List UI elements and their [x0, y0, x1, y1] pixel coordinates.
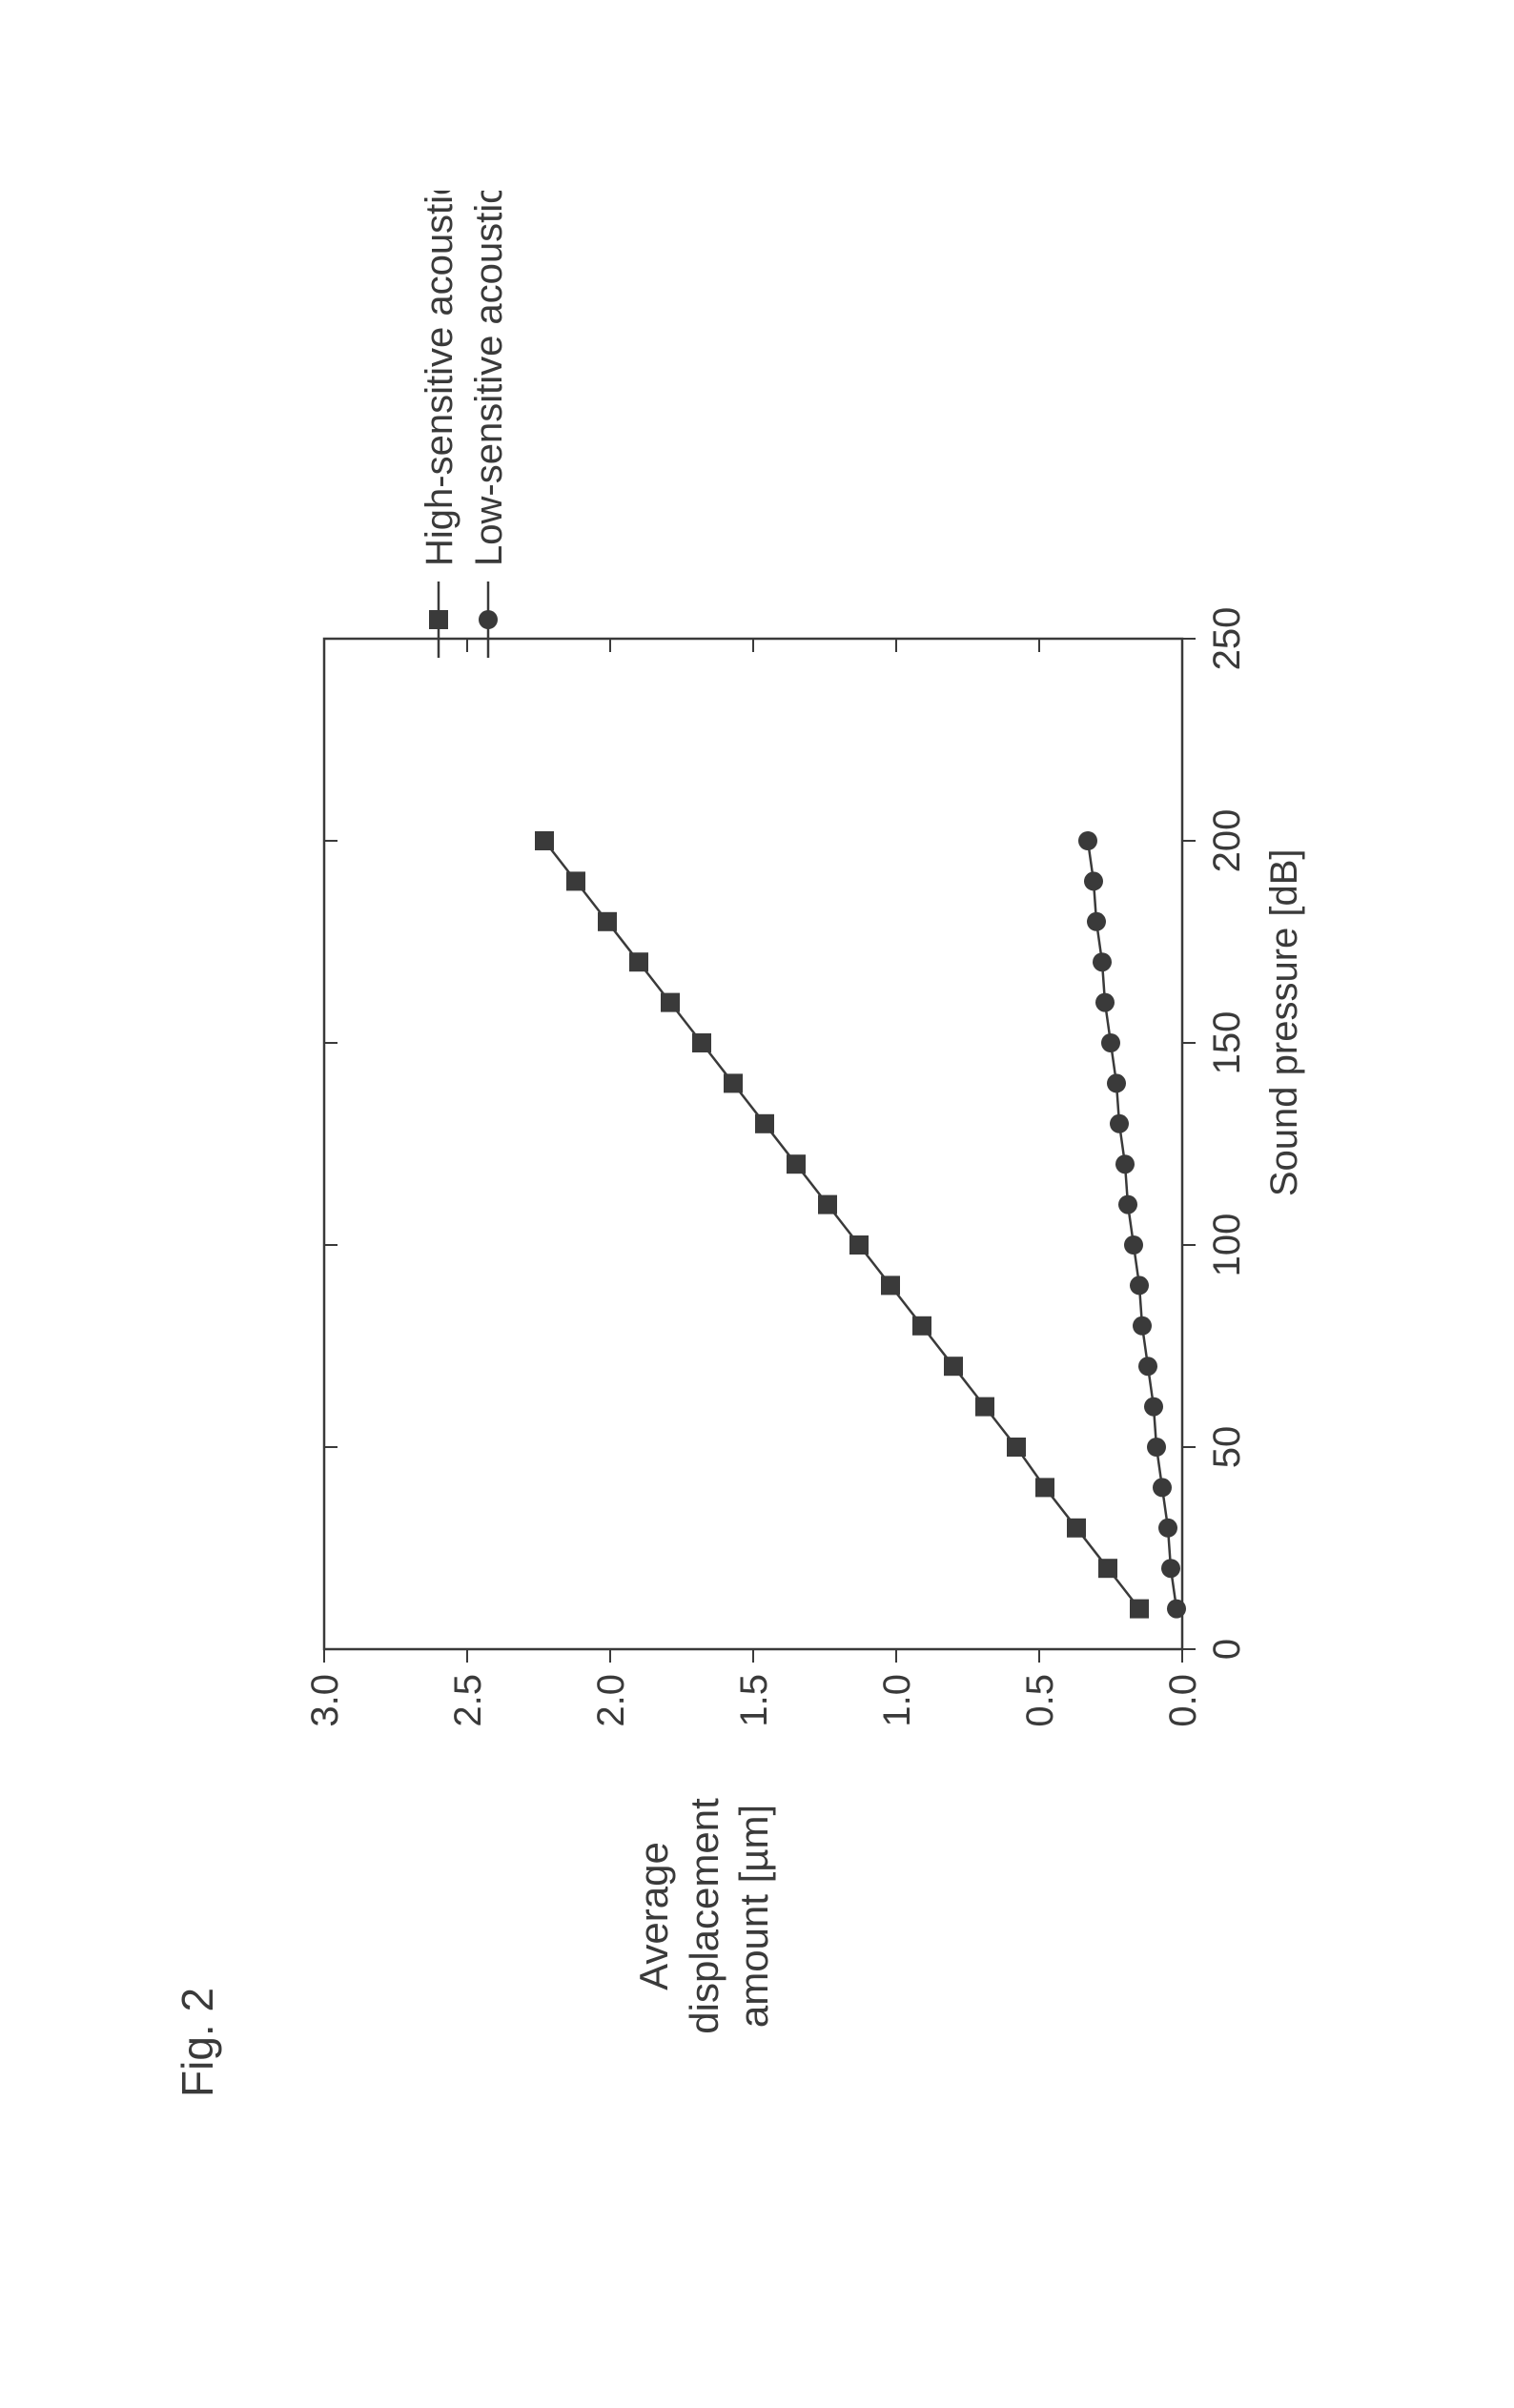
svg-text:100: 100	[1206, 1214, 1248, 1277]
svg-text:0.5: 0.5	[1019, 1674, 1061, 1727]
chart-svg: 0.0 0.5 1.0 1.5 2.0 2.5 3.0 0 50 100 150 200 250 Soun…	[305, 191, 1373, 1754]
svg-text:2.0: 2.0	[590, 1674, 632, 1727]
y-axis-label-line: Average	[631, 1842, 676, 1990]
svg-text:0.0: 0.0	[1162, 1674, 1204, 1727]
svg-text:1.5: 1.5	[733, 1674, 775, 1727]
svg-text:200: 200	[1206, 809, 1248, 873]
page: Fig. 2 Average displacement amount [µm] …	[0, 0, 1514, 2408]
svg-text:High-sensitive acoustic sensor: High-sensitive acoustic sensor	[419, 191, 460, 566]
svg-text:Low-sensitive acoustic sensor: Low-sensitive acoustic sensor	[468, 191, 510, 566]
svg-text:0: 0	[1206, 1639, 1248, 1660]
svg-text:250: 250	[1206, 607, 1248, 671]
chart: 0.0 0.5 1.0 1.5 2.0 2.5 3.0 0 50 100 150 200 250 Soun…	[305, 191, 1378, 1754]
svg-text:3.0: 3.0	[305, 1674, 346, 1727]
figure-label: Fig. 2	[172, 1988, 223, 2097]
figure-rotated-container: Fig. 2 Average displacement amount [µm] …	[172, 191, 1373, 2097]
y-axis-label-line: amount [µm]	[731, 1805, 776, 2028]
y-axis-label-line: displacement	[682, 1798, 726, 2033]
svg-text:50: 50	[1206, 1426, 1248, 1469]
svg-text:2.5: 2.5	[447, 1674, 489, 1727]
y-axis-label: Average displacement amount [µm]	[629, 1773, 780, 2059]
svg-text:150: 150	[1206, 1011, 1248, 1075]
svg-text:1.0: 1.0	[876, 1674, 918, 1727]
svg-text:Sound pressure [dB]: Sound pressure [dB]	[1263, 848, 1305, 1196]
